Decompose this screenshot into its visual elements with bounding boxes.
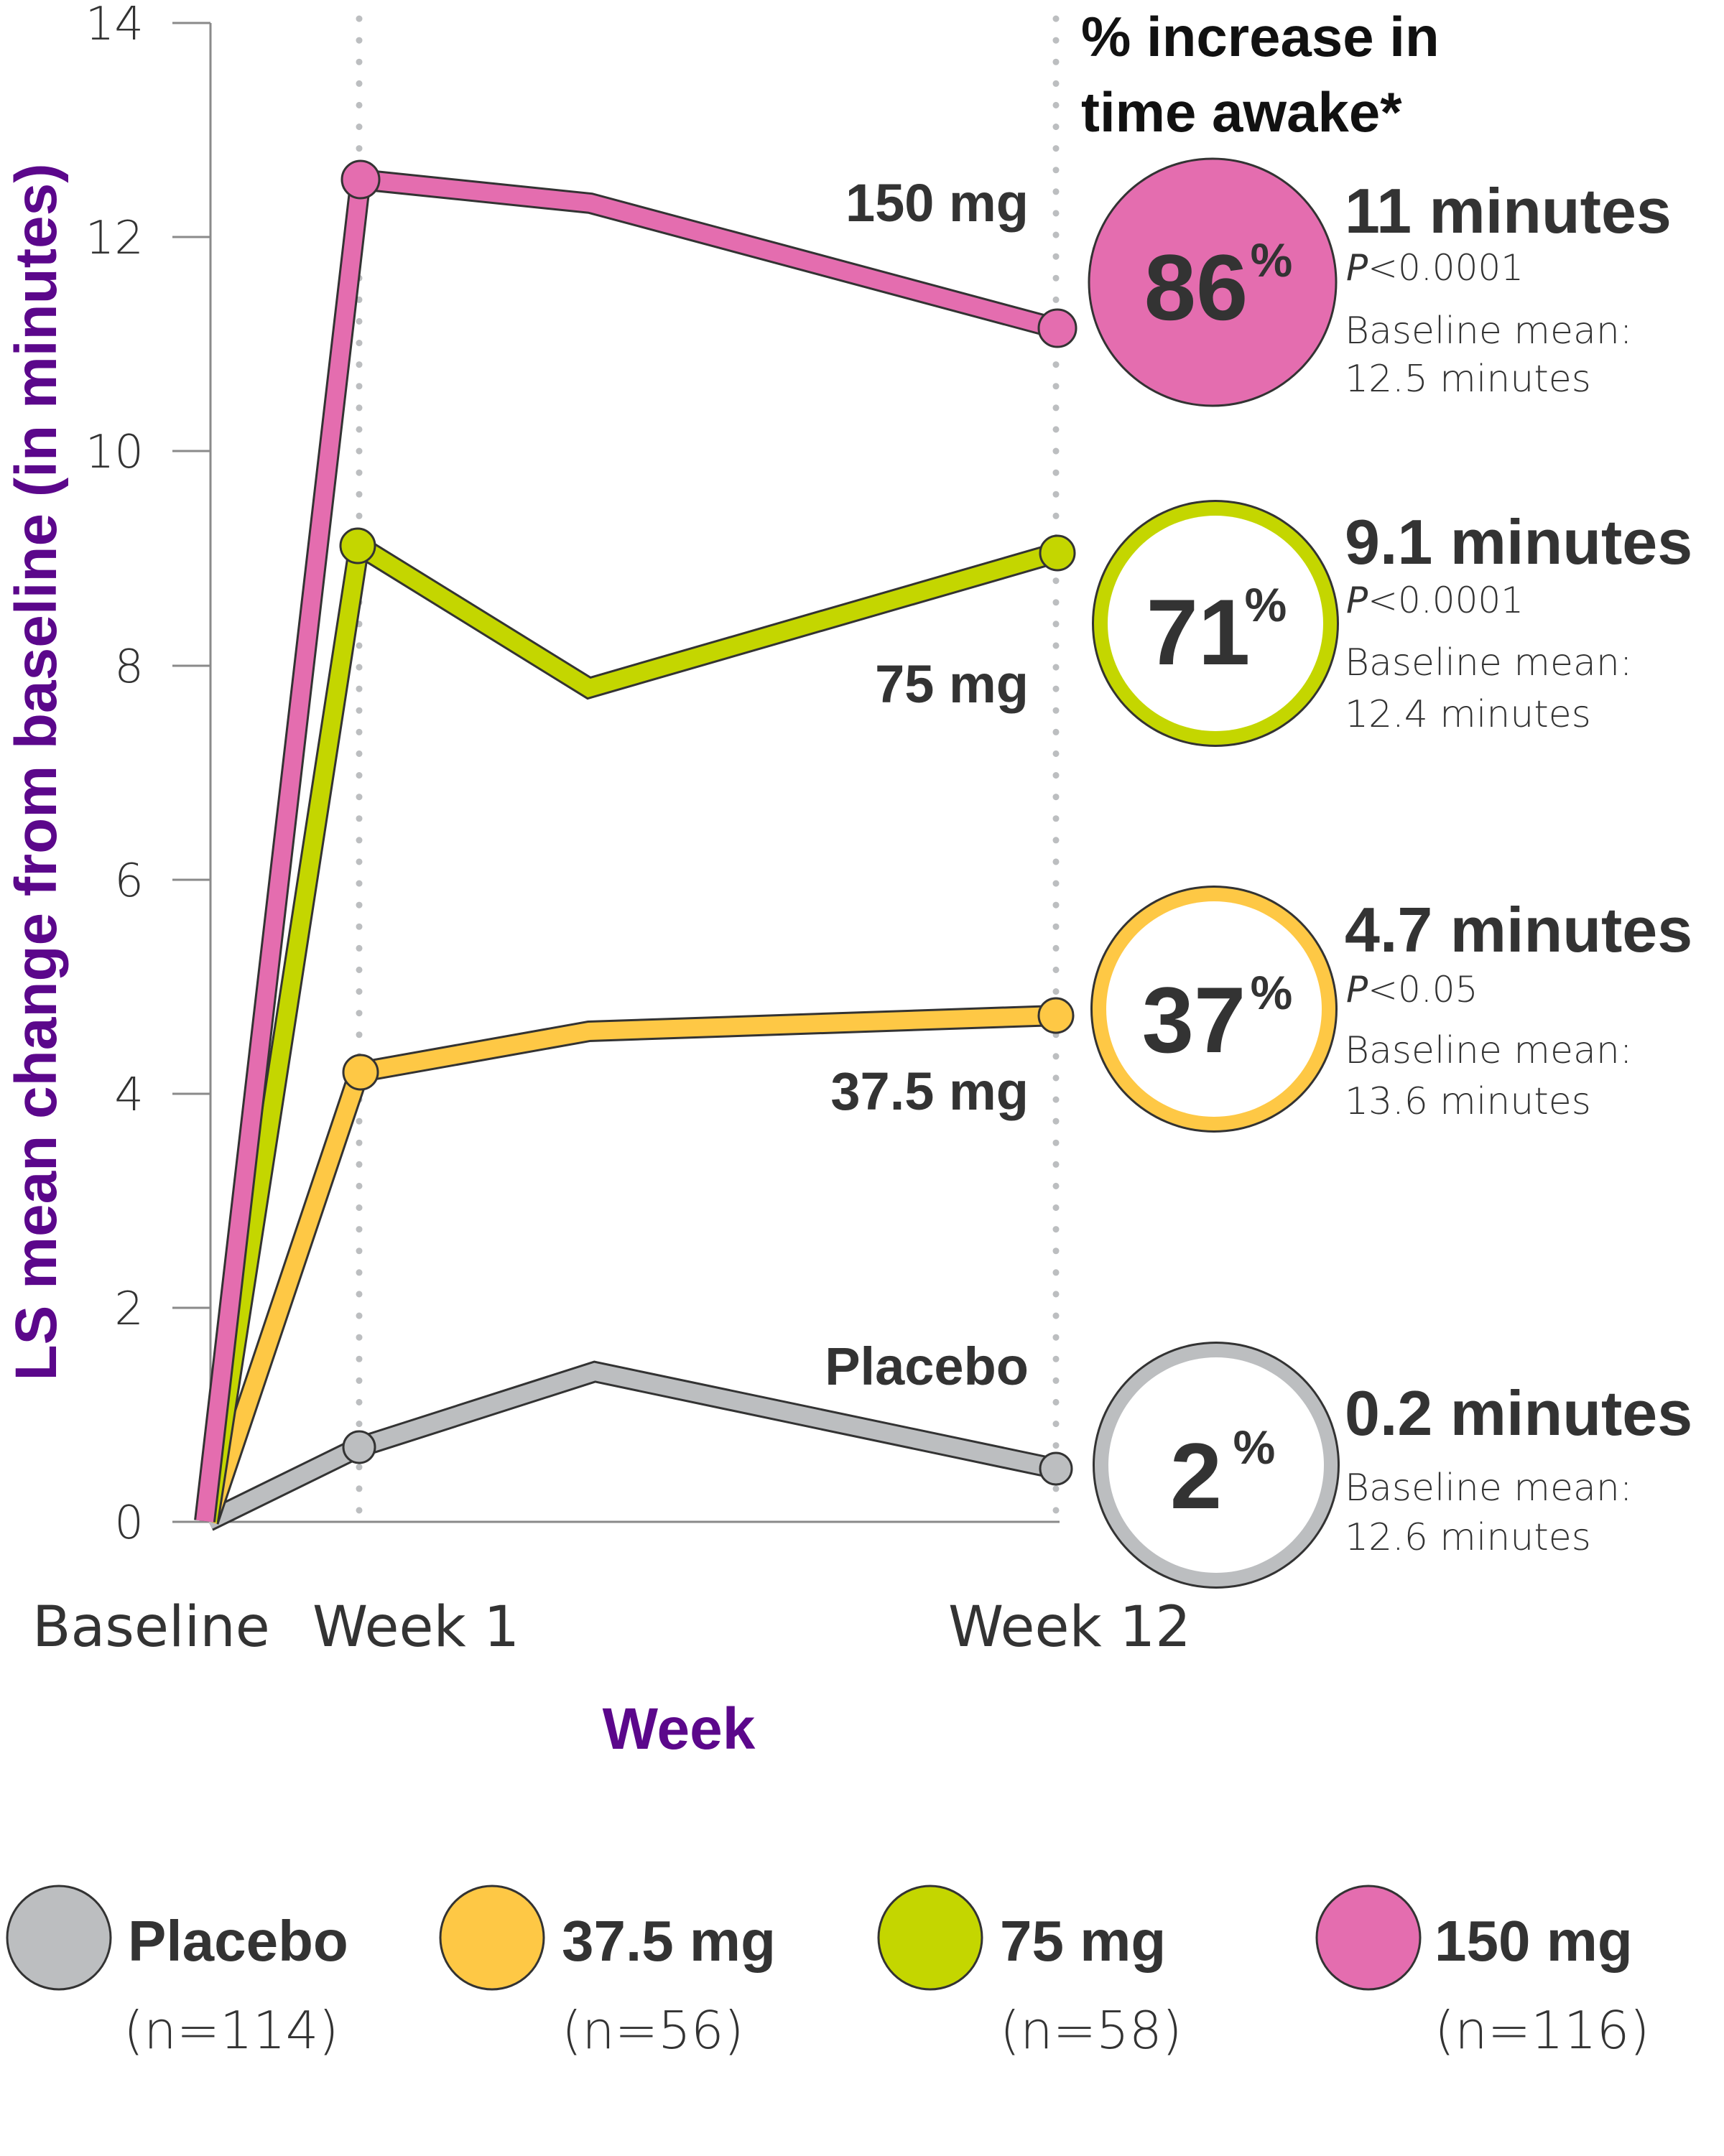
stat-pct-37-5mg: 37 [1142,967,1246,1072]
x-tick-week1: Week 1 [312,1595,519,1660]
y-tick-10: 10 [85,426,144,479]
y-tick-6: 6 [114,855,144,908]
stat-baseline-150mg-line1: Baseline mean: [1345,310,1632,353]
stat-pct-sign-75mg: % [1245,578,1287,631]
x-axis-title: Week [603,1696,756,1762]
legend-label-150mg: 150 mg [1435,1909,1633,1973]
y-tick-12: 12 [85,212,144,265]
label-75mg: 75 mg [875,654,1029,714]
stat-37-5mg: 37 % 4.7 minutes P<0.05 Baseline mean: 1… [1090,886,1692,1133]
stat-baseline-placebo-line1: Baseline mean: [1345,1467,1632,1510]
panel-header-line2: time awake* [1081,80,1402,144]
legend-swatch-37-5mg [439,1885,545,1991]
legend-item-37-5mg: 37.5 mg (n=56) [439,1885,776,2060]
series-150mg [194,159,1078,1523]
y-tick-4: 4 [114,1069,144,1122]
stat-circle-150mg [1088,157,1338,407]
stat-baseline-37-5mg-line2: 13.6 minutes [1345,1080,1591,1123]
legend-label-37-5mg: 37.5 mg [562,1909,776,1973]
label-37-5mg: 37.5 mg [830,1061,1029,1121]
legend-label-75mg: 75 mg [1000,1909,1166,1973]
label-placebo: Placebo [825,1337,1029,1396]
point-75mg-week1 [339,527,376,564]
series-placebo [203,1360,1073,1531]
x-tick-baseline: Baseline [32,1595,270,1660]
stat-pct-placebo: 2 [1170,1423,1222,1528]
series-37-5mg [198,997,1075,1525]
point-37-5mg-week12 [1037,997,1075,1034]
stat-75mg: 71 % 9.1 minutes P<0.0001 Baseline mean:… [1092,500,1692,747]
legend-swatch-150mg [1315,1885,1422,1991]
stat-minutes-37-5mg: 4.7 minutes [1345,894,1692,965]
y-tick-2: 2 [114,1283,144,1336]
stat-minutes-150mg: 11 minutes [1345,175,1672,246]
stat-minutes-75mg: 9.1 minutes [1345,506,1692,577]
stat-baseline-150mg-line2: 12.5 minutes [1345,358,1591,401]
stat-150mg: 86 % 11 minutes P<0.0001 Baseline mean: … [1088,157,1672,407]
panel-header-line1: % increase in [1081,5,1440,68]
y-tick-labels: 14 12 10 8 6 4 2 0 [85,0,144,1550]
x-tick-week12: Week 12 [948,1595,1191,1660]
stat-pct-75mg: 71 [1146,580,1251,684]
stat-pvalue-150mg: P<0.0001 [1346,247,1524,289]
point-placebo-week1 [342,1430,376,1464]
y-axis-title: LS mean change from baseline (in minutes… [4,163,69,1380]
stat-pct-sign-37-5mg: % [1251,966,1293,1019]
y-tick-14: 14 [85,0,144,51]
legend-label-placebo: Placebo [128,1909,348,1973]
legend-item-75mg: 75 mg (n=58) [877,1885,1182,2060]
legend-n-placebo: (n=114) [124,2000,339,2060]
stat-minutes-placebo: 0.2 minutes [1345,1377,1692,1449]
label-150mg: 150 mg [845,173,1029,233]
legend-item-placebo: Placebo (n=114) [6,1885,348,2060]
stat-placebo: 2 % 0.2 minutes Baseline mean: 12.6 minu… [1093,1342,1692,1589]
legend-n-75mg: (n=58) [1000,2000,1182,2060]
stat-pct-150mg: 86 [1144,235,1248,340]
legend-n-37-5mg: (n=56) [562,2000,744,2060]
point-37-5mg-week1 [342,1054,379,1091]
y-tick-0: 0 [114,1497,144,1550]
legend-n-150mg: (n=116) [1435,2000,1650,2060]
stat-baseline-37-5mg-line1: Baseline mean: [1345,1029,1632,1072]
series-75mg [198,527,1076,1523]
y-axis [172,22,1060,1523]
point-150mg-week12 [1037,308,1078,348]
y-tick-8: 8 [114,641,144,694]
stat-baseline-placebo-line2: 12.6 minutes [1345,1516,1591,1559]
point-75mg-week12 [1039,534,1076,572]
stat-pvalue-37-5mg: P<0.05 [1346,969,1478,1010]
point-150mg-week1 [340,159,381,200]
legend-item-150mg: 150 mg (n=116) [1315,1885,1650,2060]
stat-baseline-75mg-line2: 12.4 minutes [1345,693,1591,736]
stat-pct-sign-placebo: % [1233,1421,1276,1474]
point-placebo-week12 [1039,1451,1073,1486]
stat-pvalue-75mg: P<0.0001 [1346,580,1524,621]
stat-baseline-75mg-line1: Baseline mean: [1345,641,1632,684]
legend-swatch-75mg [877,1885,983,1991]
legend: Placebo (n=114) 37.5 mg (n=56) 75 mg (n=… [6,1885,1650,2060]
stat-pct-sign-150mg: % [1251,233,1293,287]
legend-swatch-placebo [6,1885,112,1991]
